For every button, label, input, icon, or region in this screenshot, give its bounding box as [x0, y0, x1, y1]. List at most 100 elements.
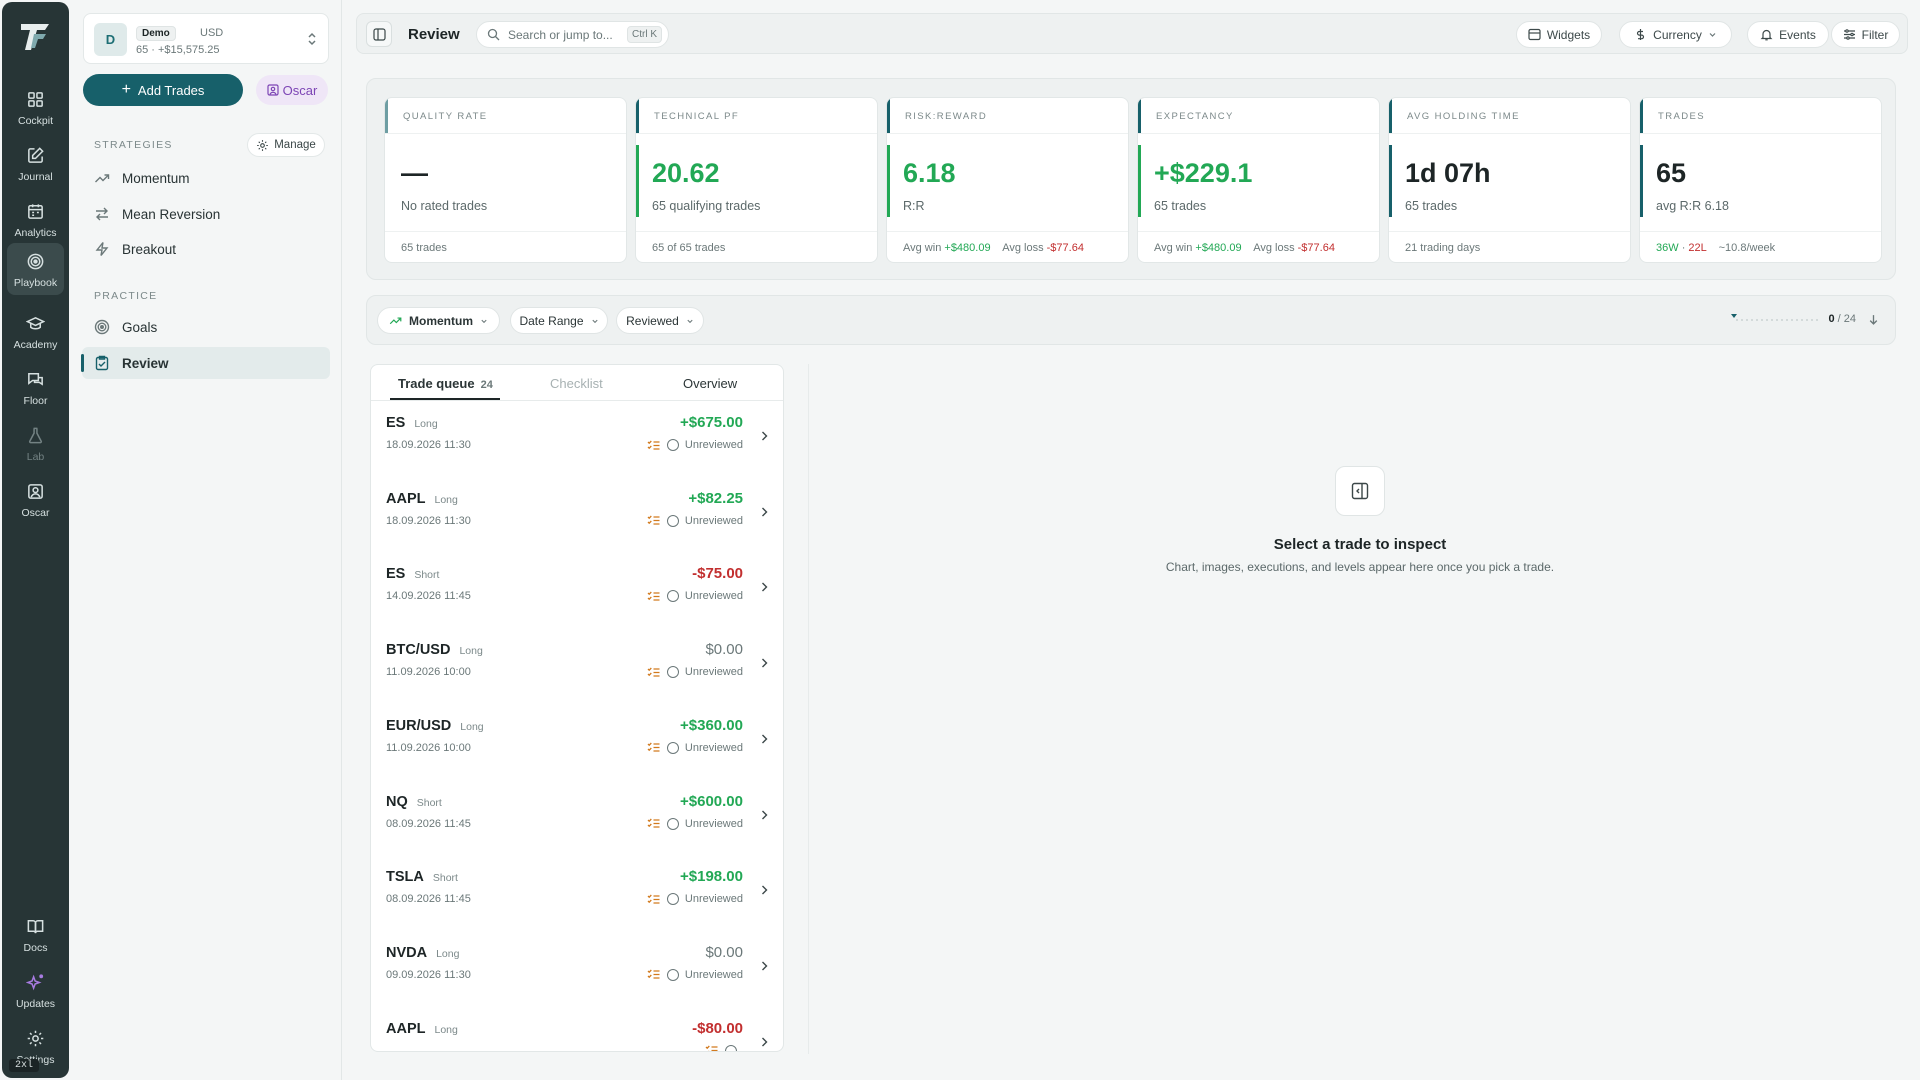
panel-left-icon [1351, 482, 1369, 500]
avatar: D [94, 23, 127, 56]
tab-overview[interactable]: Overview [683, 376, 738, 391]
sidebar-item-momentum[interactable]: Momentum [82, 162, 330, 194]
rail-item-playbook[interactable]: Playbook [7, 243, 64, 295]
sidebar-toggle-button[interactable] [366, 21, 392, 47]
sidebar-item-goals[interactable]: Goals [82, 311, 330, 343]
accent-bar [1389, 98, 1392, 134]
strategy-value: Momentum [409, 313, 473, 328]
stat-card-quality-rate: QUALITY RATE — No rated trades 65 trades [384, 97, 627, 263]
stat-value: +$229.1 [1154, 158, 1253, 188]
trade-status [705, 1044, 743, 1051]
tab-checklist[interactable]: Checklist [550, 376, 603, 391]
checklist-icon [647, 894, 660, 904]
trade-row[interactable]: AAPL Long 18.09.2026 11:30 +$82.25 Unreviewe… [371, 477, 783, 553]
tab-trade-queue[interactable]: Trade queue 24 [398, 376, 493, 391]
rail-label: Journal [18, 171, 53, 183]
account-switcher[interactable]: D Demo USD 65 · +$15,575.25 [83, 13, 329, 64]
arrow-down-icon[interactable] [1868, 314, 1879, 325]
trade-status: Unreviewed [647, 514, 743, 527]
search-input[interactable]: Search or jump to... Ctrl K [476, 21, 669, 48]
oscar-label: Oscar [282, 82, 318, 98]
strategy-dropdown[interactable]: Momentum [377, 307, 500, 334]
chevron-right-icon [762, 810, 768, 819]
trade-row[interactable]: BTC/USD Long 11.09.2026 10:00 $0.00 Unreview… [371, 628, 783, 704]
stat-footer: 65 trades [401, 242, 447, 254]
stats-panel: QUALITY RATE — No rated trades 65 trades… [366, 78, 1896, 280]
rail-item-journal[interactable]: Journal [7, 137, 64, 189]
active-tab-indicator [390, 398, 500, 400]
rail-label: Docs [23, 942, 48, 954]
trade-symbol: EUR/USD Long [386, 718, 484, 734]
chevron-right-icon [762, 507, 768, 517]
manage-strategies-button[interactable]: Manage [247, 133, 325, 157]
empty-state-description: Chart, images, executions, and levels ap… [1165, 560, 1555, 574]
rail-item-oscar[interactable]: Oscar [7, 473, 64, 525]
status-circle-icon [666, 968, 679, 981]
trade-pnl: $0.00 [705, 641, 743, 659]
trade-date: 09.09.2026 11:30 [386, 968, 471, 981]
icon-rail: Cockpit Journal Analytics Playbook Acade… [2, 2, 69, 1078]
value-bar [1138, 145, 1141, 217]
trade-row[interactable]: ES Short 14.09.2026 11:45 -$75.00 Unreviewed [371, 552, 783, 628]
oscar-button[interactable]: Oscar [256, 75, 328, 105]
widgets-button[interactable]: Widgets [1516, 21, 1602, 48]
rail-item-docs[interactable]: Docs [7, 908, 64, 960]
trade-row[interactable]: ES Long 18.09.2026 11:30 +$675.00 Unreviewed [371, 401, 783, 477]
rail-item-floor[interactable]: Floor [7, 361, 64, 413]
stat-description: 65 trades [1405, 199, 1458, 213]
trade-side: Short [414, 569, 440, 582]
app-logo-icon[interactable] [18, 20, 52, 54]
rail-item-updates[interactable]: Updates [7, 964, 64, 1016]
stat-card-trades: TRADES 65 avg R:R 6.18 36W · 22L ~10.8/w… [1639, 97, 1882, 263]
symbol-text: BTC/USD [386, 642, 451, 659]
currency-dropdown[interactable]: Currency [1619, 21, 1732, 48]
trade-date: 11.09.2026 10:00 [386, 666, 471, 679]
filter-button[interactable]: Filter [1831, 21, 1900, 48]
sidebar: D Demo USD 65 · +$15,575.25 + Add Trades… [70, 0, 342, 1080]
trade-row[interactable]: AAPL Long -$80.00 [371, 1007, 783, 1051]
stat-description: 65 trades [1154, 199, 1207, 213]
symbol-text: AAPL [386, 490, 426, 507]
stat-card-technical-pf: TECHNICAL PF 20.62 65 qualifying trades … [635, 97, 878, 263]
sidebar-item-review[interactable]: Review [81, 347, 330, 379]
status-text: Unreviewed [684, 968, 743, 981]
progress-track [1730, 314, 1821, 321]
rail-item-cockpit[interactable]: Cockpit [7, 81, 64, 133]
stat-label: TECHNICAL PF [654, 111, 740, 122]
rail-item-analytics[interactable]: Analytics [7, 193, 64, 245]
tab-label: Trade queue [398, 376, 475, 391]
user-square-icon [267, 84, 279, 96]
widgets-label: Widgets [1546, 27, 1591, 42]
status-text: Unreviewed [684, 741, 743, 754]
trade-row[interactable]: NVDA Long 09.09.2026 11:30 $0.00 Unreviewed [371, 931, 783, 1007]
trade-row[interactable]: TSLA Short 08.09.2026 11:45 +$198.00 Unrevie… [371, 855, 783, 931]
trade-row[interactable]: EUR/USD Long 11.09.2026 10:00 +$360.00 Unrev… [371, 704, 783, 780]
lightning-icon [95, 242, 109, 256]
events-button[interactable]: Events [1747, 21, 1829, 48]
edit-icon [28, 147, 44, 163]
trade-symbol: AAPL Long [386, 491, 458, 507]
rail-item-lab[interactable]: Lab [7, 417, 64, 469]
filter-label: Filter [1861, 27, 1889, 42]
add-trades-button[interactable]: + Add Trades [83, 74, 243, 106]
account-summary: 65 · +$15,575.25 [136, 44, 220, 56]
accent-bar [636, 98, 639, 134]
date-range-dropdown[interactable]: Date Range [510, 307, 608, 334]
progress-separator: / [1837, 313, 1841, 325]
status-dropdown[interactable]: Reviewed [616, 307, 704, 334]
trade-row[interactable]: NQ Short 08.09.2026 11:45 +$600.00 Unreviewe… [371, 780, 783, 856]
status-circle-icon [666, 590, 679, 603]
avg-loss-label: Avg loss [1002, 242, 1044, 254]
trade-side: Short [432, 872, 458, 885]
trade-symbol: AAPL Long [386, 1021, 458, 1037]
rail-item-academy[interactable]: Academy [7, 305, 64, 357]
sidebar-item-mean-reversion[interactable]: Mean Reversion [82, 198, 330, 230]
stat-card-expectancy: EXPECTANCY +$229.1 65 trades Avg win +$4… [1137, 97, 1380, 263]
stat-footer: Avg win +$480.09 Avg loss -$77.64 [903, 242, 1084, 254]
top-bar: Review Search or jump to... Ctrl K Widge… [356, 13, 1908, 54]
trending-up-icon [95, 174, 110, 183]
trade-status: Unreviewed [647, 741, 743, 754]
trade-pnl: +$198.00 [680, 868, 743, 886]
review-progress: 0 / 24 [1730, 313, 1880, 325]
sidebar-item-breakout[interactable]: Breakout [82, 233, 330, 265]
